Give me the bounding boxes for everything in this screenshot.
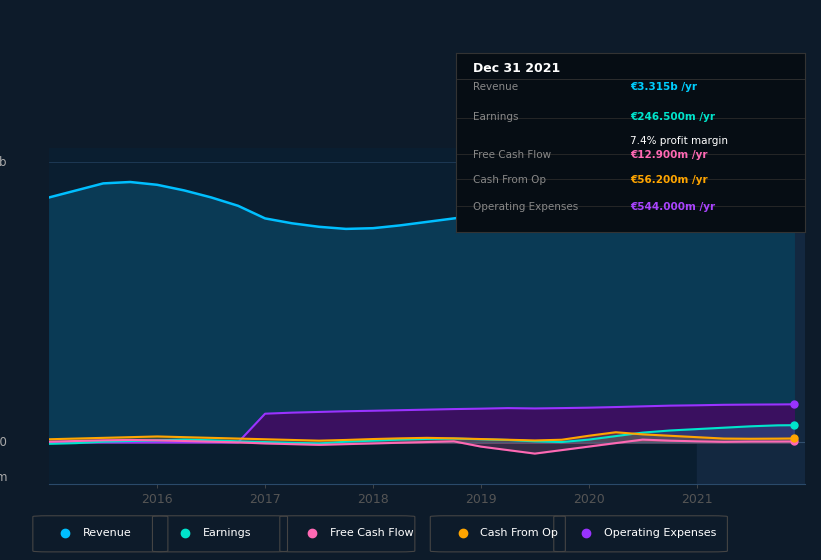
Text: Operating Expenses: Operating Expenses (604, 529, 716, 538)
Text: Dec 31 2021: Dec 31 2021 (473, 62, 561, 75)
Text: 7.4% profit margin: 7.4% profit margin (631, 136, 728, 146)
Text: €544.000m /yr: €544.000m /yr (631, 202, 715, 212)
Text: €3.315b /yr: €3.315b /yr (631, 82, 697, 92)
Text: €56.200m /yr: €56.200m /yr (631, 175, 708, 185)
Text: Earnings: Earnings (203, 529, 251, 538)
Text: €12.900m /yr: €12.900m /yr (631, 150, 708, 160)
Text: €0: €0 (0, 436, 7, 449)
Bar (697, 148, 805, 484)
Text: €246.500m /yr: €246.500m /yr (631, 113, 715, 122)
Text: Revenue: Revenue (473, 82, 518, 92)
Text: Cash From Op: Cash From Op (480, 529, 558, 538)
Text: Free Cash Flow: Free Cash Flow (473, 150, 551, 160)
Text: Earnings: Earnings (473, 113, 519, 122)
Text: Cash From Op: Cash From Op (473, 175, 546, 185)
Text: Free Cash Flow: Free Cash Flow (330, 529, 414, 538)
Text: €4b: €4b (0, 156, 7, 169)
Text: Revenue: Revenue (83, 529, 131, 538)
Text: Operating Expenses: Operating Expenses (473, 202, 578, 212)
Text: -€500m: -€500m (0, 471, 7, 484)
